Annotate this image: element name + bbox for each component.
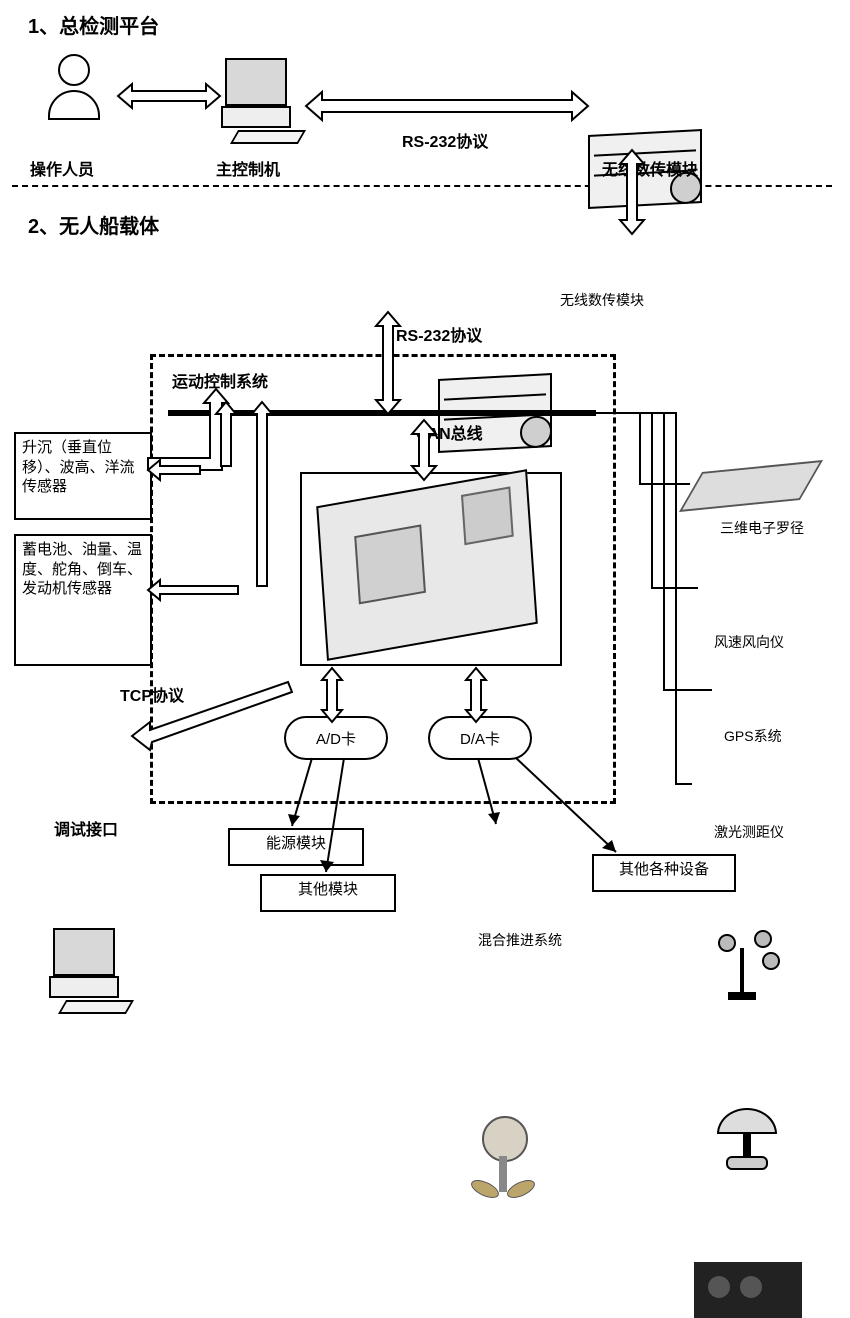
arrow-bus-pcb [412, 420, 436, 480]
arrow-main-wireless1 [306, 92, 588, 120]
arrow-wireless2-motion [376, 312, 400, 414]
gps-icon [716, 1108, 778, 1166]
hybrid-propulsion-icon [468, 1116, 538, 1206]
arrow-sensor1-bus [148, 389, 228, 470]
arrow-operator-main [118, 84, 220, 108]
bus-to-gps [596, 413, 712, 690]
arrow-wireless1-wireless2 [620, 150, 644, 234]
arrow-tcp [132, 682, 292, 750]
connections-svg [0, 0, 850, 1000]
arrow-pcb-ad [322, 668, 342, 722]
laser-icon [694, 1262, 802, 1318]
arrow-ad-energy [288, 758, 312, 826]
arrow-pcb-da [466, 668, 486, 722]
bus-to-laser [596, 413, 692, 784]
arrow-da-prop [478, 758, 500, 824]
bus-to-anemometer [596, 413, 698, 588]
arrow-ad-other [320, 758, 344, 872]
arrow-da-otherequip [516, 758, 616, 852]
